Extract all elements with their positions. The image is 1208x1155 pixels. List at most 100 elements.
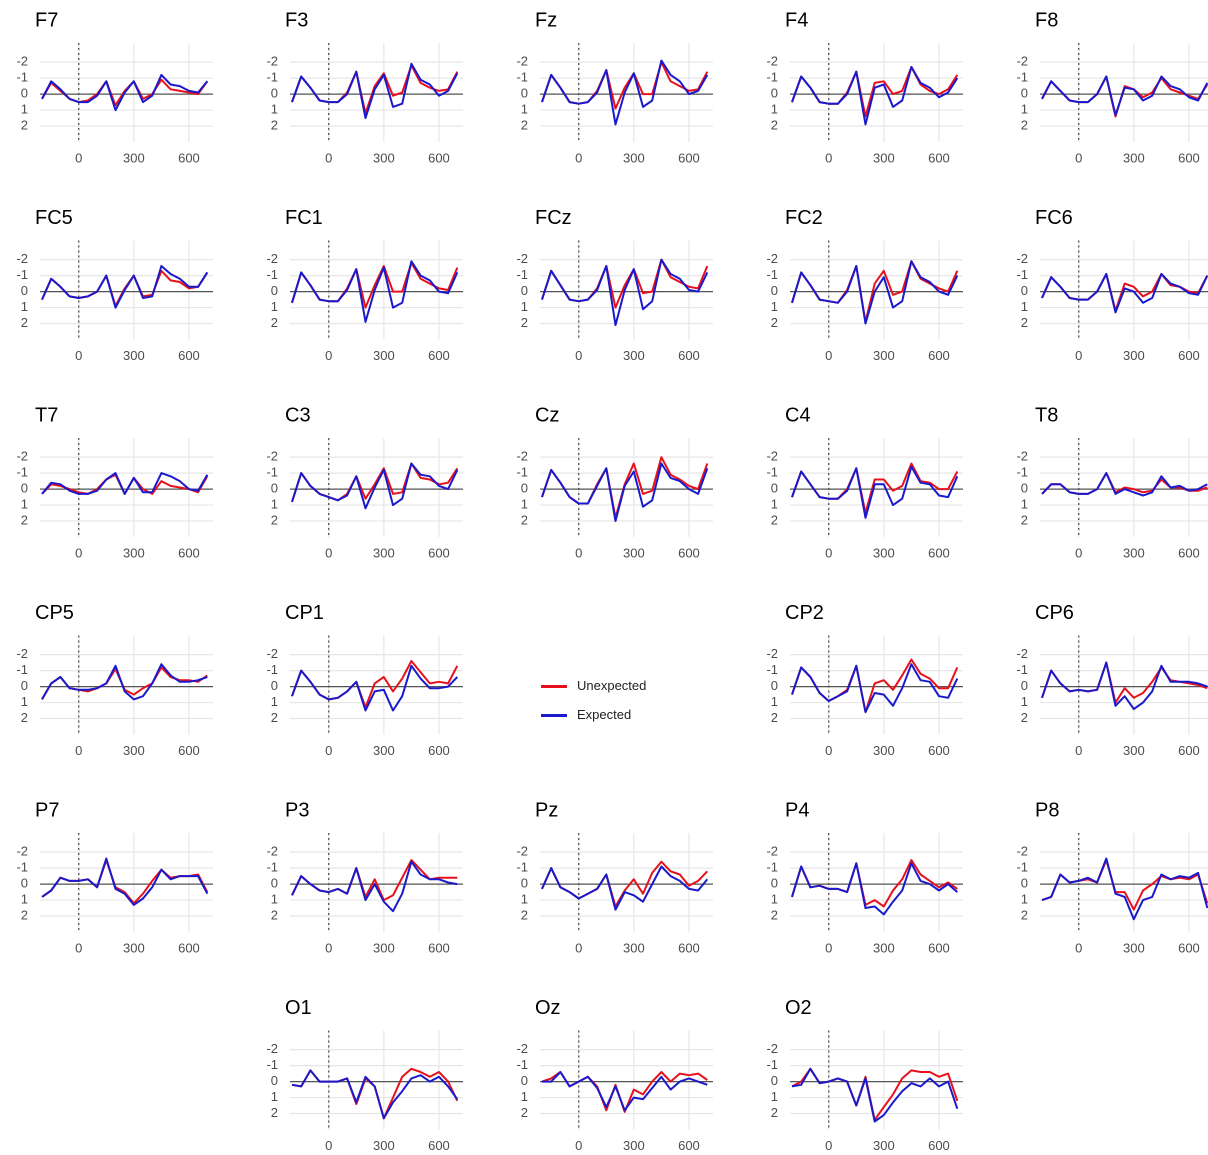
x-tick-label: 600 [678, 348, 700, 363]
y-tick-label: 1 [771, 102, 778, 117]
y-tick-label: 2 [521, 512, 528, 527]
y-tick-label: 1 [521, 299, 528, 314]
y-tick-label: 0 [271, 678, 278, 693]
x-tick-label: 600 [678, 1138, 700, 1153]
y-tick-label: 0 [1021, 283, 1028, 298]
y-tick-label: 0 [271, 283, 278, 298]
y-tick-label: 2 [21, 315, 28, 330]
x-tick-label: 300 [623, 940, 645, 955]
y-tick-label: 1 [21, 299, 28, 314]
y-tick-label: 2 [271, 1105, 278, 1120]
x-tick-label: 0 [75, 348, 82, 363]
x-tick-label: 0 [325, 743, 332, 758]
y-tick-label: -2 [516, 251, 528, 266]
x-tick-label: 0 [825, 743, 832, 758]
y-tick-label: 0 [271, 86, 278, 101]
x-tick-label: 300 [1123, 545, 1145, 560]
y-tick-label: -2 [266, 646, 278, 661]
y-tick-label: -2 [266, 251, 278, 266]
x-tick-label: 600 [428, 150, 450, 165]
waveform [291, 62, 459, 119]
waveform [41, 859, 209, 905]
y-tick-label: 1 [771, 497, 778, 512]
y-tick-label: -1 [766, 465, 778, 480]
waveform [541, 258, 709, 327]
waveform [791, 1067, 959, 1123]
y-tick-label: 1 [521, 1089, 528, 1104]
x-tick-label: 0 [825, 1138, 832, 1153]
x-tick-label: 300 [373, 940, 395, 955]
x-tick-label: 600 [928, 743, 950, 758]
y-tick-label: 0 [521, 283, 528, 298]
y-tick-label: -2 [516, 1041, 528, 1056]
y-tick-label: 1 [271, 497, 278, 512]
y-tick-label: 1 [271, 892, 278, 907]
y-tick-label: -2 [516, 449, 528, 464]
panel-title: F4 [785, 9, 808, 31]
panel-title: CP2 [785, 602, 824, 624]
panel-title: T8 [1035, 404, 1058, 426]
y-tick-label: 0 [521, 876, 528, 891]
x-tick-label: 300 [123, 150, 145, 165]
waveform [541, 59, 709, 126]
y-tick-label: -1 [766, 267, 778, 282]
x-tick-label: 0 [1075, 940, 1082, 955]
x-tick-label: 0 [325, 150, 332, 165]
y-tick-label: 2 [521, 315, 528, 330]
panel-title: F8 [1035, 9, 1058, 31]
y-tick-label: -2 [516, 844, 528, 859]
x-tick-label: 600 [178, 545, 200, 560]
waveform [291, 1067, 459, 1120]
y-tick-label: -1 [516, 465, 528, 480]
x-tick-label: 600 [928, 940, 950, 955]
x-tick-label: 0 [575, 940, 582, 955]
y-tick-label: -2 [1016, 54, 1028, 69]
y-tick-label: -2 [266, 844, 278, 859]
y-tick-label: -1 [516, 860, 528, 875]
waveform [791, 66, 959, 126]
x-tick-label: 600 [1178, 940, 1200, 955]
x-tick-label: 0 [325, 545, 332, 560]
y-tick-label: 2 [271, 710, 278, 725]
panel-title: C4 [785, 404, 811, 426]
x-tick-label: 0 [1075, 743, 1082, 758]
y-tick-label: 2 [271, 512, 278, 527]
waveform [291, 664, 459, 712]
panel-title: CP5 [35, 602, 74, 624]
y-tick-label: 0 [21, 678, 28, 693]
x-tick-label: 0 [1075, 150, 1082, 165]
x-tick-label: 300 [1123, 348, 1145, 363]
y-tick-label: -2 [266, 1041, 278, 1056]
y-tick-label: 1 [771, 892, 778, 907]
y-tick-label: 0 [21, 481, 28, 496]
panel-title: FC6 [1035, 207, 1073, 229]
waveform [791, 260, 959, 325]
waveform [541, 1071, 708, 1113]
x-tick-label: 0 [1075, 348, 1082, 363]
y-tick-label: -1 [516, 267, 528, 282]
legend-label: Unexpected [577, 678, 646, 693]
y-tick-label: -1 [516, 70, 528, 85]
y-tick-label: 2 [1021, 512, 1028, 527]
x-tick-label: 0 [575, 348, 582, 363]
y-tick-label: 0 [771, 678, 778, 693]
y-tick-label: -2 [1016, 449, 1028, 464]
x-tick-label: 0 [575, 1138, 582, 1153]
y-tick-label: 2 [771, 315, 778, 330]
y-tick-label: 2 [771, 907, 778, 922]
y-tick-label: -1 [1016, 662, 1028, 677]
y-tick-label: -2 [766, 844, 778, 859]
panel-title: FCz [535, 207, 572, 229]
waveform [791, 862, 958, 916]
x-tick-label: 600 [178, 743, 200, 758]
